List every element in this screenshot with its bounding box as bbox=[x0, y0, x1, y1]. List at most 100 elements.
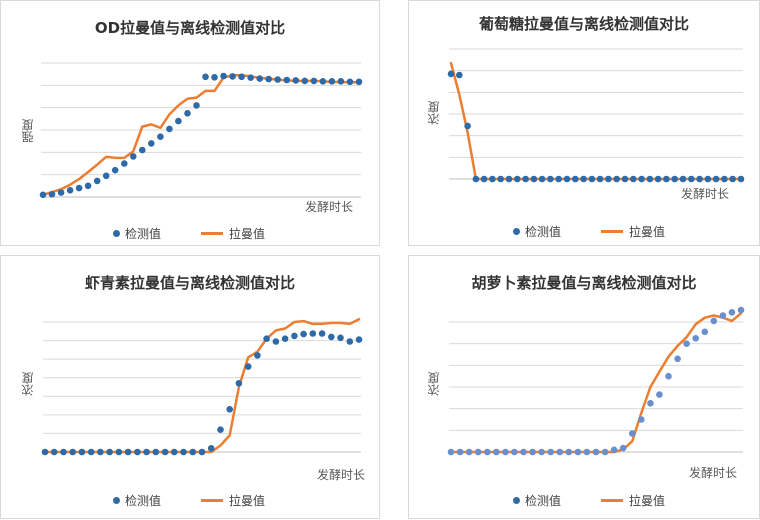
data-point-measured bbox=[580, 175, 587, 183]
data-point-measured bbox=[605, 175, 612, 183]
chart-panel-glucose: 葡萄糖拉曼值与离线检测值对比 浓度 发酵时长 检测值 拉曼值 bbox=[408, 0, 760, 246]
data-point-measured bbox=[638, 175, 645, 183]
data-point-measured bbox=[480, 175, 488, 183]
series-line-raman bbox=[43, 317, 361, 454]
data-point-measured bbox=[355, 336, 363, 343]
data-point-measured bbox=[630, 175, 637, 183]
data-point-measured bbox=[502, 448, 509, 456]
chart-plot-astaxanthin bbox=[41, 317, 363, 456]
data-point-measured bbox=[712, 175, 720, 183]
legend-label-raman: 拉曼值 bbox=[229, 227, 266, 241]
chart-panel-astaxanthin: 虾青素拉曼值与离线检测值对比 浓度 发酵时长 检测值 拉曼值 bbox=[0, 255, 380, 519]
data-point-measured bbox=[244, 363, 252, 370]
data-point-measured bbox=[592, 448, 600, 456]
data-point-measured bbox=[300, 330, 307, 338]
data-point-measured bbox=[456, 448, 464, 456]
data-point-measured bbox=[291, 332, 298, 340]
data-point-measured bbox=[520, 448, 527, 456]
data-point-measured bbox=[166, 125, 173, 133]
data-point-measured bbox=[143, 448, 150, 456]
data-point-measured bbox=[124, 448, 132, 456]
legend-label-measured: 检测值 bbox=[525, 494, 562, 508]
data-point-measured bbox=[57, 189, 65, 196]
data-point-measured bbox=[41, 448, 49, 456]
data-point-measured bbox=[157, 133, 164, 140]
data-point-measured bbox=[621, 175, 629, 183]
legend: 检测值 拉曼值 bbox=[513, 492, 665, 509]
data-point-measured bbox=[111, 166, 119, 174]
legend-label-raman: 拉曼值 bbox=[629, 225, 666, 239]
data-point-measured bbox=[596, 175, 604, 183]
data-point-measured bbox=[647, 400, 654, 407]
data-point-measured bbox=[710, 317, 718, 325]
data-point-measured bbox=[656, 391, 663, 398]
data-point-measured bbox=[601, 448, 609, 456]
data-point-measured bbox=[493, 448, 500, 456]
data-point-measured bbox=[565, 448, 573, 456]
data-point-measured bbox=[256, 75, 263, 82]
chart-title: 葡萄糖拉曼值与离线检测值对比 bbox=[478, 15, 689, 33]
data-point-measured bbox=[48, 191, 56, 198]
data-point-measured bbox=[152, 448, 160, 456]
chart-title: 胡萝卜素拉曼值与离线检测值对比 bbox=[471, 274, 697, 292]
data-point-measured bbox=[679, 175, 687, 183]
legend: 检测值 拉曼值 bbox=[513, 223, 665, 240]
data-point-measured bbox=[465, 448, 473, 456]
data-point-measured bbox=[175, 117, 182, 125]
legend-label-measured: 检测值 bbox=[125, 494, 162, 508]
y-axis-label: 浓度 bbox=[21, 372, 35, 396]
data-point-measured bbox=[721, 175, 728, 183]
data-point-measured bbox=[134, 448, 141, 456]
legend: 检测值 拉曼值 bbox=[113, 492, 265, 509]
data-point-measured bbox=[301, 77, 309, 85]
data-point-measured bbox=[574, 448, 582, 456]
legend-label-raman: 拉曼值 bbox=[629, 494, 666, 508]
data-point-measured bbox=[538, 175, 546, 183]
data-point-measured bbox=[265, 75, 273, 83]
legend-line-icon bbox=[201, 499, 224, 502]
data-point-measured bbox=[189, 448, 197, 456]
legend-label-measured: 检测值 bbox=[125, 227, 162, 241]
data-point-measured bbox=[292, 77, 300, 84]
legend-marker-icon bbox=[513, 228, 520, 235]
data-point-measured bbox=[211, 74, 218, 81]
data-point-measured bbox=[78, 448, 86, 456]
data-point-measured bbox=[346, 338, 354, 345]
data-point-measured bbox=[489, 175, 496, 183]
legend: 检测值 拉曼值 bbox=[113, 225, 265, 242]
data-point-measured bbox=[254, 352, 261, 359]
data-point-measured bbox=[60, 448, 67, 456]
data-point-measured bbox=[226, 406, 233, 413]
data-point-measured bbox=[115, 448, 123, 456]
data-point-measured bbox=[511, 448, 518, 456]
data-point-measured bbox=[202, 73, 209, 81]
x-axis-label: 发酵时长 bbox=[305, 200, 354, 214]
data-point-measured bbox=[274, 76, 282, 83]
y-axis-label: 浓度 bbox=[427, 372, 441, 396]
data-point-measured bbox=[235, 380, 243, 387]
data-point-measured bbox=[180, 448, 187, 456]
legend-marker-icon bbox=[113, 497, 120, 504]
data-point-measured bbox=[328, 78, 336, 85]
data-point-measured bbox=[619, 444, 627, 452]
data-point-measured bbox=[654, 175, 662, 183]
x-axis-label: 发酵时长 bbox=[689, 466, 738, 480]
data-point-measured bbox=[193, 102, 200, 109]
data-point-measured bbox=[272, 338, 280, 345]
data-point-measured bbox=[472, 175, 480, 183]
data-point-measured bbox=[529, 448, 536, 456]
data-point-measured bbox=[728, 309, 736, 316]
data-point-measured bbox=[84, 182, 92, 190]
data-point-measured bbox=[456, 71, 463, 79]
data-point-measured bbox=[638, 416, 645, 423]
data-point-measured bbox=[161, 448, 169, 456]
chart-panel-od: OD拉曼值与离线检测值对比 强度 发酵时长 检测值 拉曼值 bbox=[0, 0, 380, 246]
data-point-measured bbox=[737, 175, 745, 183]
data-point-measured bbox=[171, 448, 178, 456]
data-point-measured bbox=[309, 330, 317, 337]
series-line-raman bbox=[41, 74, 361, 197]
x-axis-label: 发酵时长 bbox=[681, 187, 730, 201]
data-point-measured bbox=[613, 175, 620, 183]
data-point-measured bbox=[671, 175, 678, 183]
data-point-measured bbox=[130, 153, 137, 160]
